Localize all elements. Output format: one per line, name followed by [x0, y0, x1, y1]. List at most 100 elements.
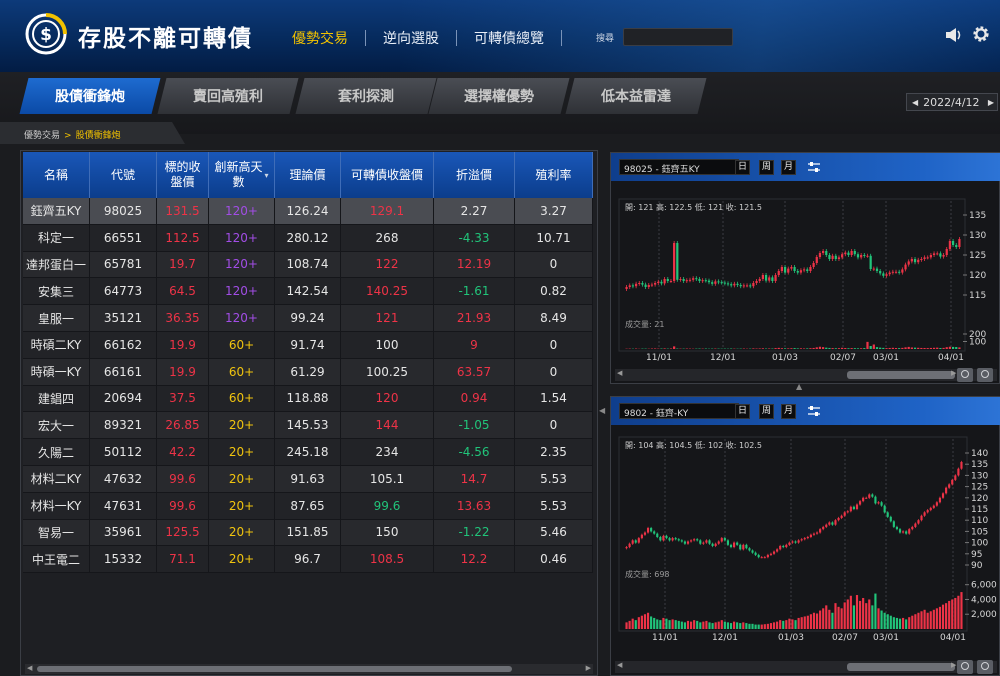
chart-scrollbar[interactable]: ◀ ▶ — [615, 661, 997, 673]
gear-icon[interactable] — [971, 24, 991, 44]
period-week-button[interactable]: 周 — [759, 160, 774, 175]
cell-yield: 2.35 — [515, 439, 593, 465]
cell-name: 久陽二 — [23, 439, 90, 465]
tab-option-advantage[interactable]: 選擇權優勢 — [428, 78, 570, 114]
horizontal-scrollbar[interactable]: ◀ ▶ — [25, 664, 593, 674]
table-row[interactable]: 安集三 64773 64.5 120+ 142.54 140.25 -1.61 0.82 — [23, 278, 593, 306]
volume-bar — [736, 622, 739, 629]
nav-reverse-pick[interactable]: 逆向選股 — [383, 31, 439, 47]
scroll-right-icon[interactable]: ▶ — [951, 369, 957, 377]
volume-bar — [659, 620, 662, 629]
volume-bar — [822, 608, 825, 629]
table-row[interactable]: 時碩二KY 66162 19.9 60+ 91.74 100 9 0 — [23, 331, 593, 359]
table-row[interactable]: 宏大一 89321 26.85 20+ 145.53 144 -1.05 0 — [23, 412, 593, 440]
column-header[interactable]: 折溢價 — [434, 152, 515, 198]
scrollbar-thumb[interactable] — [37, 666, 512, 672]
scroll-right-icon[interactable]: ▶ — [585, 664, 591, 672]
chart-scrollbar[interactable]: ◀ ▶ — [615, 369, 997, 381]
column-header[interactable]: 標的收 盤價 — [157, 152, 209, 198]
tab-arbitrage[interactable]: 套利探測 — [295, 78, 437, 114]
candle — [841, 254, 844, 258]
volume-bar — [809, 348, 812, 349]
cell-code: 65781 — [90, 251, 157, 278]
volume-bar — [866, 341, 869, 349]
volume-bar — [763, 624, 766, 629]
date-picker[interactable]: ◀ 2022/4/12 ▶ — [906, 93, 998, 111]
sort-arrow-icon[interactable]: ▾ — [264, 170, 269, 180]
collapse-up-icon[interactable]: ▲ — [796, 382, 803, 391]
column-header[interactable]: 殖利率 — [515, 152, 593, 198]
period-day-button[interactable]: 日 — [735, 404, 750, 419]
volume-bar — [948, 346, 952, 349]
sliders-icon[interactable] — [807, 405, 821, 417]
table-row[interactable]: 鈺齊五KY 98025 131.5 120+ 126.24 129.1 2.27 3.27 — [23, 198, 593, 225]
period-week-button[interactable]: 周 — [759, 404, 774, 419]
scroll-left-icon[interactable]: ◀ — [617, 661, 623, 669]
zoom-out-icon[interactable] — [957, 660, 973, 674]
scroll-right-icon[interactable]: ▶ — [951, 661, 957, 669]
column-header[interactable]: 代號 — [90, 152, 157, 198]
table-row[interactable]: 智易一 35961 125.5 20+ 151.85 150 -1.22 5.46 — [23, 519, 593, 547]
table-row[interactable]: 科定一 66551 112.5 120+ 280.12 268 -4.33 10.71 — [23, 224, 593, 252]
scrollbar-thumb[interactable] — [847, 371, 955, 379]
zoom-out-icon[interactable] — [957, 368, 973, 382]
chart-splitter[interactable]: ▲ — [610, 382, 1000, 394]
period-month-button[interactable]: 月 — [781, 160, 796, 175]
price-chart[interactable]: 11/01 12/01 01/03 02/07 03/01 04/01 135 130 125 1… — [611, 181, 1000, 371]
volume-bar — [812, 347, 815, 349]
candle — [882, 273, 885, 276]
period-month-button[interactable]: 月 — [781, 404, 796, 419]
volume-tick-label: 4,000 — [971, 595, 997, 605]
caret-right-icon[interactable]: ▶ — [987, 97, 994, 107]
volume-bar — [888, 347, 891, 349]
scroll-left-icon[interactable]: ◀ — [617, 369, 623, 377]
nav-advantage-trade[interactable]: 優勢交易 — [292, 31, 348, 47]
y-tick-label: 95 — [971, 550, 982, 560]
breadcrumb-root[interactable]: 優勢交易 — [24, 131, 61, 141]
zoom-in-icon[interactable] — [977, 368, 993, 382]
table-row[interactable]: 達邦蛋白一 65781 19.7 120+ 108.74 122 12.19 0 — [23, 251, 593, 279]
search-input[interactable] — [623, 28, 733, 46]
cell-theo: 118.88 — [275, 385, 341, 412]
cell-close: 19.7 — [157, 251, 209, 278]
chart-symbol-field[interactable]: 9802 - 鈺齊-KY — [619, 403, 739, 419]
table-row[interactable]: 時碩一KY 66161 19.9 60+ 61.29 100.25 63.57 0 — [23, 358, 593, 386]
candle — [847, 252, 850, 255]
candle — [647, 285, 650, 287]
column-header[interactable]: 理論價 — [275, 152, 341, 198]
panel-splitter[interactable]: ◀ — [598, 150, 608, 676]
table-row[interactable]: 材料一KY 47631 99.6 20+ 87.65 99.6 13.63 5.53 — [23, 492, 593, 520]
speaker-icon[interactable] — [944, 26, 964, 44]
table-row[interactable]: 建錩四 20694 37.5 60+ 118.88 120 0.94 1.54 — [23, 385, 593, 413]
table-row[interactable]: 材料二KY 47632 99.6 20+ 91.63 105.1 14.7 5.53 — [23, 465, 593, 493]
candle — [650, 284, 654, 286]
volume-bar — [939, 348, 942, 349]
cell-name: 達邦蛋白一 — [23, 251, 90, 278]
column-header[interactable]: 名稱 — [23, 152, 90, 198]
candle — [797, 540, 800, 543]
tab-high-yield-put[interactable]: 賣回高殖利 — [157, 78, 299, 114]
sliders-icon[interactable] — [807, 161, 821, 173]
volume-bar — [723, 621, 726, 629]
column-header[interactable]: 創新高天數 ▾ — [209, 152, 275, 198]
table-row[interactable]: 皇服一 35121 36.35 120+ 99.24 121 21.93 8.49 — [23, 305, 593, 332]
tab-low-pe-radar[interactable]: 低本益雷達 — [565, 78, 707, 114]
scroll-left-icon[interactable]: ◀ — [27, 664, 33, 672]
tab-stock-bond-cannon[interactable]: 股債衝鋒炮 — [19, 78, 161, 114]
nav-cb-overview[interactable]: 可轉債總覽 — [474, 31, 544, 47]
table-row[interactable]: 中王電二 15332 71.1 20+ 96.7 108.5 12.2 0.46 — [23, 546, 593, 574]
candle — [907, 261, 910, 265]
table-row[interactable]: 久陽二 50112 42.2 20+ 245.18 234 -4.56 2.35 — [23, 439, 593, 466]
collapse-left-icon[interactable]: ◀ — [599, 406, 606, 415]
candle — [923, 257, 926, 259]
cell-cb-close: 140.25 — [341, 278, 434, 305]
zoom-in-icon[interactable] — [977, 660, 993, 674]
caret-left-icon[interactable]: ◀ — [912, 97, 919, 107]
period-day-button[interactable]: 日 — [735, 160, 750, 175]
volume-bar — [877, 608, 880, 629]
scrollbar-thumb[interactable] — [847, 663, 955, 671]
chart-symbol-field[interactable]: 98025 - 鈺齊五KY — [619, 159, 739, 175]
candle — [766, 554, 769, 558]
column-header[interactable]: 可轉債收盤價 — [341, 152, 434, 198]
